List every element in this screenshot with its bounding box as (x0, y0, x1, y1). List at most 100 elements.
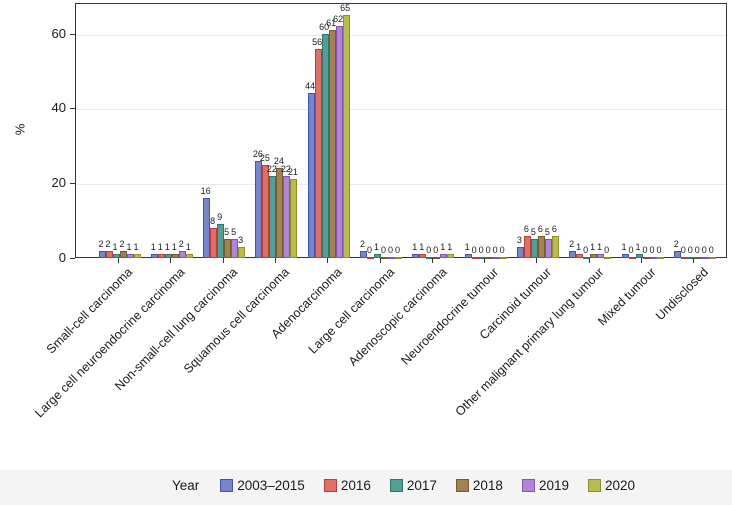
bar-value-label: 0 (656, 244, 662, 255)
legend-row: Year 2003–2015 2016 2017 2018 2019 2020 (75, 478, 732, 493)
bar-value-label: 2 (119, 238, 125, 249)
bar-value-label: 1 (621, 242, 627, 253)
bar-value-label: 5 (530, 227, 536, 238)
bar-value-label: 5 (224, 227, 230, 238)
bar-value-label: 1 (373, 242, 379, 253)
bar-value-label: 25 (259, 152, 270, 163)
category-label: Squamous cell carcinoma (181, 265, 293, 377)
bar (635, 254, 643, 258)
bar-value-label: 0 (628, 244, 634, 255)
bar-value-label: 3 (238, 234, 244, 245)
bar (694, 256, 702, 259)
x-tick-mark (536, 258, 538, 263)
bar (210, 228, 218, 258)
legend-item-label: 2017 (406, 478, 437, 493)
legend-item-label: 2018 (472, 478, 503, 493)
bar (367, 256, 374, 259)
x-tick-mark (693, 258, 695, 263)
bar-value-label: 61 (326, 17, 337, 28)
bar-value-label: 2 (105, 238, 111, 249)
bar (328, 29, 336, 258)
category-label: Undisclosed (652, 265, 711, 324)
bar (276, 168, 284, 258)
bar-value-label: 65 (340, 2, 351, 13)
bar (321, 33, 329, 258)
bar-value-label: 1 (419, 242, 425, 253)
legend-color-swatch (521, 479, 535, 492)
bar-value-label: 1 (576, 242, 582, 253)
bar (178, 250, 186, 258)
bar (307, 93, 315, 258)
bar (98, 250, 106, 258)
bar (569, 250, 577, 258)
bar-value-label: 3 (516, 234, 522, 245)
bar (290, 179, 298, 258)
bar (440, 254, 448, 258)
bar-value-label: 1 (150, 242, 156, 253)
bar (642, 256, 650, 259)
bar (283, 175, 291, 258)
bar (447, 254, 455, 258)
bar-value-label: 0 (380, 244, 386, 255)
x-tick-mark (379, 258, 381, 263)
bar-value-label: 16 (200, 186, 211, 197)
bar-value-label: 0 (694, 244, 700, 255)
bar-value-label: 0 (680, 244, 686, 255)
legend-item: 2016 (323, 478, 371, 493)
bar (708, 256, 716, 259)
y-tick-label: 20 (51, 175, 66, 191)
bar (426, 256, 434, 259)
bar (112, 254, 120, 258)
legend-item-label: 2020 (605, 478, 636, 493)
x-tick-mark (170, 258, 172, 263)
category-label: Small-cell carcinoma (43, 265, 136, 357)
y-tick-label: 60 (51, 25, 66, 41)
bar-value-label: 0 (426, 244, 432, 255)
bar-value-label: 0 (708, 244, 714, 255)
bar (680, 256, 688, 259)
legend-color-swatch (389, 479, 403, 492)
legend: Year 2003–2015 2016 2017 2018 2019 2020 (0, 470, 732, 505)
bar (335, 26, 343, 258)
y-tick-mark (70, 183, 75, 185)
bar (576, 254, 584, 258)
bar (203, 198, 211, 258)
bar (126, 254, 134, 258)
bar (381, 256, 388, 259)
bar-value-label: 0 (387, 244, 393, 255)
x-tick-mark (484, 258, 486, 263)
bar-value-label: 0 (478, 244, 484, 255)
bar (621, 254, 629, 258)
bar-value-label: 5 (544, 227, 550, 238)
bar-value-label: 2 (569, 238, 575, 249)
bar-value-label: 0 (366, 244, 372, 255)
y-gridline (76, 184, 726, 186)
x-tick-mark (327, 258, 329, 263)
y-axis-title: % (12, 123, 28, 136)
legend-color-swatch (588, 479, 601, 492)
bar (185, 254, 193, 258)
bar-value-label: 0 (649, 244, 655, 255)
legend-color-swatch (323, 479, 337, 492)
bar (478, 256, 486, 259)
bar (342, 14, 350, 258)
bar-value-label: 62 (333, 14, 344, 25)
bar-value-label: 1 (133, 242, 139, 253)
bar-value-label: 22 (280, 163, 291, 174)
bar-value-label: 0 (642, 244, 648, 255)
bar (238, 246, 246, 258)
bar-value-label: 56 (312, 36, 323, 47)
bar (231, 239, 239, 258)
bar (523, 235, 531, 258)
bar-value-label: 26 (252, 148, 263, 159)
bar-value-label: 1 (447, 242, 453, 253)
bar (516, 246, 524, 258)
bar-value-label: 60 (319, 21, 330, 32)
legend-item-label: 2019 (538, 478, 569, 493)
x-tick-mark (588, 258, 590, 263)
bar (217, 224, 225, 258)
bar-value-label: 21 (287, 167, 298, 178)
x-tick-mark (222, 258, 224, 263)
bar (412, 254, 420, 258)
